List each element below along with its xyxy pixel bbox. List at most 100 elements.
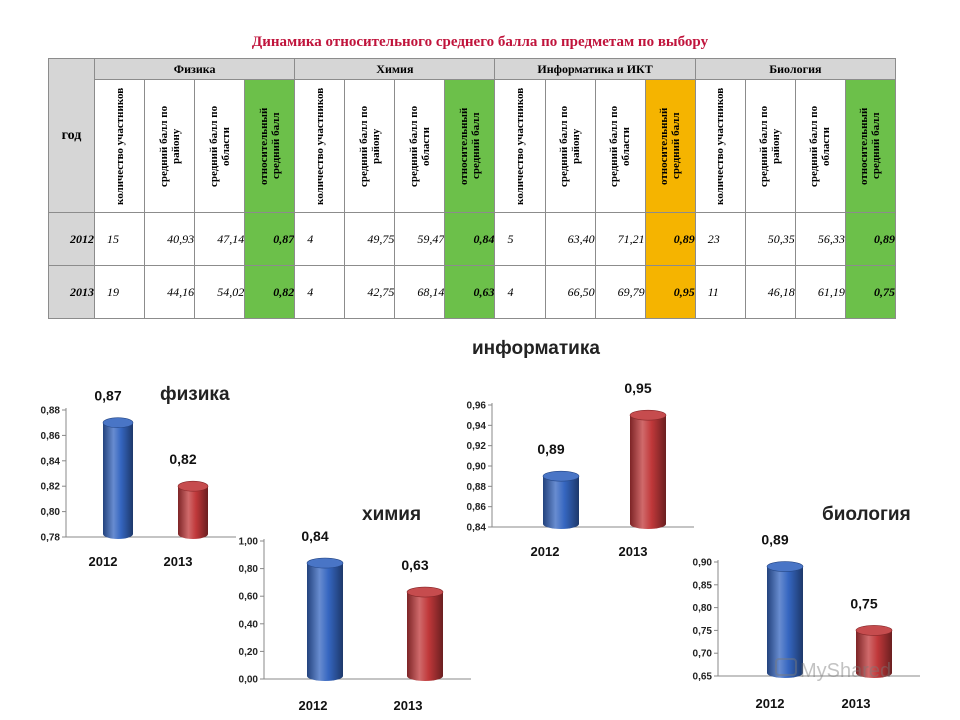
chart-informatics: информатика 0,84 0,86 0,88 0,90 0,92 0,94 0,96 0… — [467, 338, 694, 559]
category-label: 2013 — [394, 698, 423, 713]
table-cell-chemistry-count: 4 — [294, 265, 346, 319]
column-header-informatics-relative: относительный средний балл — [644, 79, 696, 213]
bar-top — [306, 557, 344, 569]
bar-top — [766, 561, 804, 572]
table-row: 2013 19 44,16 54,02 0,82 4 42,75 68,14 0,63 4 66,5… — [47, 265, 897, 319]
column-header-label: средний балл по области — [608, 105, 633, 187]
table-cell-informatics-relative: 0,89 — [644, 212, 696, 266]
category-label: 2012 — [89, 554, 118, 569]
column-header-label: относительный средний балл — [457, 107, 482, 185]
chart-title: биология — [822, 504, 911, 525]
table-cell-physics-region-avg: 54,02 — [194, 265, 246, 319]
value-label: 0,75 — [850, 595, 877, 611]
table-cell-chemistry-relative: 0,63 — [444, 265, 496, 319]
column-header-physics-count: количество участников — [94, 79, 146, 213]
table-cell-chemistry-relative: 0,84 — [444, 212, 496, 266]
column-header-label: средний балл по району — [357, 105, 382, 187]
y-tick-label: 0,86 — [41, 431, 61, 442]
bar-top — [406, 586, 444, 598]
category-label: 2012 — [756, 696, 785, 711]
column-header-label: количество участников — [113, 87, 126, 205]
table-cell-biology-relative: 0,75 — [844, 265, 897, 319]
table-cell-physics-region-avg: 47,14 — [194, 212, 246, 266]
column-header-informatics-district-avg: средний балл по району — [544, 79, 596, 213]
page-title: Динамика относительного среднего балла п… — [251, 34, 709, 50]
value-label: 0,63 — [401, 557, 428, 573]
column-header-chemistry-region-avg: средний балл по области — [394, 79, 446, 213]
chart-title: физика — [160, 384, 230, 405]
y-tick-label: 1,00 — [239, 537, 259, 548]
bar-top — [542, 470, 580, 482]
column-header-informatics-region-avg: средний балл по области — [594, 79, 646, 213]
bar-2013 — [630, 415, 666, 529]
subject-header-biology: Биология — [694, 58, 897, 80]
table-cell-chemistry-district-avg: 42,75 — [344, 265, 396, 319]
bar-top — [177, 480, 209, 492]
value-label: 0,84 — [301, 528, 328, 544]
table-cell-chemistry-region-avg: 59,47 — [394, 212, 446, 266]
table-cell-physics-count: 19 — [94, 265, 146, 319]
y-tick-label: 0,92 — [467, 441, 487, 452]
bar-top — [102, 417, 134, 428]
table-row: 2012 15 40,93 47,14 0,87 4 49,75 59,47 0,84 5 63,4… — [47, 212, 897, 266]
column-header-label: средний балл по району — [157, 105, 182, 187]
bar-top — [855, 625, 893, 636]
column-header-label: относительный средний балл — [257, 107, 282, 185]
row-year-cell: 2013 — [47, 265, 96, 319]
y-tick-label: 0,80 — [41, 507, 61, 518]
subject-header-informatics: Информатика и ИКТ — [494, 58, 696, 80]
y-tick-label: 0,88 — [41, 406, 61, 417]
value-label: 0,89 — [537, 441, 564, 457]
value-label: 0,82 — [169, 451, 196, 467]
chart-physics: физика 0,78 0,80 0,82 0,84 0,86 0,88 0,87 2012 0,… — [41, 384, 236, 569]
column-header-label: средний балл по области — [808, 105, 833, 187]
chart-title: информатика — [472, 338, 600, 359]
category-label: 2012 — [299, 698, 328, 713]
table-cell-biology-district-avg: 46,18 — [744, 265, 796, 319]
column-header-biology-region-avg: средний балл по области — [794, 79, 846, 213]
table-cell-biology-region-avg: 61,19 — [794, 265, 846, 319]
y-tick-label: 0,84 — [467, 523, 487, 534]
table-cell-informatics-count: 5 — [494, 212, 546, 266]
bar-2012 — [767, 566, 803, 678]
y-tick-label: 0,20 — [239, 647, 259, 658]
table-cell-informatics-district-avg: 66,50 — [544, 265, 596, 319]
bar-2013 — [856, 630, 892, 678]
y-tick-label: 0,85 — [693, 580, 713, 591]
table-cell-informatics-district-avg: 63,40 — [544, 212, 596, 266]
subject-header-physics: Физика — [94, 58, 296, 80]
table-cell-informatics-relative: 0,95 — [644, 265, 696, 319]
results-table: год Физика Химия Информатика и ИКТ Биоло… — [47, 58, 897, 319]
column-header-chemistry-relative: относительный средний балл — [444, 79, 496, 213]
table-cell-biology-count: 11 — [694, 265, 746, 319]
category-label: 2012 — [531, 544, 560, 559]
y-tick-label: 0,90 — [467, 462, 487, 473]
table-cell-chemistry-count: 4 — [294, 212, 346, 266]
table-cell-biology-relative: 0,89 — [844, 212, 897, 266]
y-tick-label: 0,84 — [41, 456, 61, 467]
watermark-text: MyShared — [800, 660, 891, 682]
column-header-label: относительный средний балл — [658, 107, 683, 185]
table-cell-informatics-region-avg: 69,79 — [594, 265, 646, 319]
y-tick-label: 0,80 — [239, 564, 259, 575]
watermark-icon — [775, 658, 797, 676]
subject-header-chemistry: Химия — [294, 58, 496, 80]
column-header-label: количество участников — [313, 87, 326, 205]
column-header-physics-district-avg: средний балл по району — [144, 79, 196, 213]
column-header-biology-district-avg: средний балл по району — [744, 79, 796, 213]
y-tick-label: 0,86 — [467, 502, 487, 513]
table-cell-informatics-region-avg: 71,21 — [594, 212, 646, 266]
y-tick-label: 0,78 — [41, 533, 61, 544]
column-header-label: средний балл по району — [558, 105, 583, 187]
column-header-label: относительный средний балл — [858, 107, 883, 185]
bar-2012 — [307, 563, 343, 681]
column-header-label: количество участников — [514, 87, 526, 205]
y-tick-label: 0,65 — [693, 672, 713, 683]
table-cell-informatics-count: 4 — [494, 265, 546, 319]
column-header-informatics-count: количество участников — [494, 79, 546, 213]
column-header-label: средний балл по области — [207, 105, 232, 187]
y-tick-label: 0,40 — [239, 619, 259, 630]
column-header-label: средний балл по области — [407, 105, 432, 187]
category-label: 2013 — [164, 554, 193, 569]
column-header-physics-region-avg: средний балл по области — [194, 79, 246, 213]
